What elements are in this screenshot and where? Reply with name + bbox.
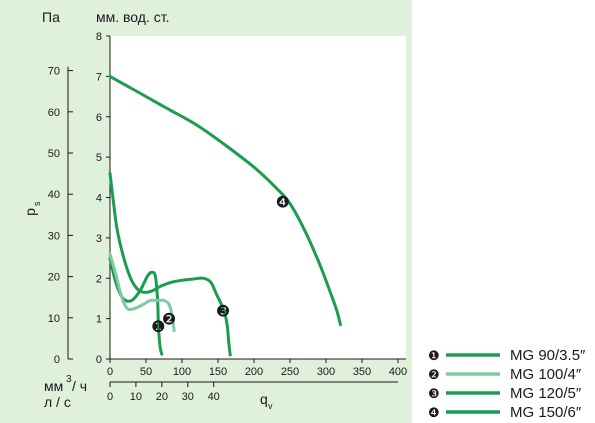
y-pa-tick-label-60: 60 bbox=[48, 107, 60, 119]
series-marker-4: ❹ bbox=[276, 195, 290, 212]
x-units-ls: л / с bbox=[44, 394, 71, 410]
x-m3h-tick-label-350: 350 bbox=[353, 366, 371, 378]
y-mm-tick-label-2: 2 bbox=[96, 273, 102, 285]
x-m3h-tick-label-250: 250 bbox=[281, 366, 299, 378]
y-mm-tick-label-3: 3 bbox=[96, 233, 102, 245]
series-marker-1: ❶ bbox=[151, 319, 165, 336]
legend-marker-1: ❶ bbox=[428, 348, 440, 363]
series-line-4 bbox=[108, 74, 342, 327]
series-line-3 bbox=[108, 171, 232, 357]
legend-label-3: MG 120/5″ bbox=[510, 385, 582, 402]
y-mm-tick-label-0: 0 bbox=[96, 354, 102, 366]
legend-label-4: MG 150/6″ bbox=[510, 404, 582, 421]
x-m3h-tick-label-50: 50 bbox=[140, 366, 152, 378]
x-ls-tick-label-10: 10 bbox=[130, 391, 142, 403]
x-ls-tick-label-20: 20 bbox=[156, 391, 168, 403]
x-ls-tick-label-30: 30 bbox=[182, 391, 194, 403]
axis-labels: Па мм. вод. ст. p s q v мм 3 / ч л / с bbox=[22, 9, 273, 411]
series-layer: ❶❷ ❸ ❹ bbox=[108, 74, 342, 357]
y-pa-tick-label-30: 30 bbox=[48, 230, 60, 242]
x-ls-tick-label-40: 40 bbox=[208, 391, 220, 403]
series-marker-2: ❷ bbox=[162, 312, 176, 329]
y-mm-tick-label-4: 4 bbox=[96, 193, 102, 205]
x-m3h-tick-label-200: 200 bbox=[245, 366, 263, 378]
plot-area bbox=[110, 36, 406, 359]
y-mm-tick-label-5: 5 bbox=[96, 152, 102, 164]
y-axis-sub: s bbox=[32, 201, 42, 206]
legend-label-2: MG 100/4″ bbox=[510, 366, 582, 383]
x-units-m3h-base: мм bbox=[44, 378, 63, 394]
y-mm-tick-label-7: 7 bbox=[96, 71, 102, 83]
x-m3h-tick-label-400: 400 bbox=[389, 366, 407, 378]
legend-marker-2: ❷ bbox=[428, 367, 440, 382]
legend-label-1: MG 90/3.5″ bbox=[510, 347, 586, 364]
legend-marker-3: ❸ bbox=[428, 386, 440, 401]
y-pa-tick-label-40: 40 bbox=[48, 189, 60, 201]
y-mm-tick-label-1: 1 bbox=[96, 314, 102, 326]
x-ls-tick-label-0: 0 bbox=[107, 391, 113, 403]
y-pa-tick-label-20: 20 bbox=[48, 272, 60, 284]
x-m3h-tick-label-0: 0 bbox=[107, 366, 113, 378]
y-mm-tick-label-8: 8 bbox=[96, 31, 102, 43]
x-m3h-tick-label-100: 100 bbox=[173, 366, 191, 378]
x-axis-letter: q bbox=[260, 391, 268, 407]
y-pa-tick-label-0: 0 bbox=[54, 354, 60, 366]
x-m3h-tick-label-300: 300 bbox=[317, 366, 335, 378]
x-axis-sub: v bbox=[268, 401, 273, 411]
x-units-m3h-tail: / ч bbox=[72, 378, 87, 394]
legend: ❶ MG 90/3.5″ ❷ MG 100/4″ ❸ MG 120/5″ ❹ MG 150/6… bbox=[428, 347, 586, 421]
y-units-mm: мм. вод. ст. bbox=[96, 9, 170, 25]
legend-marker-4: ❹ bbox=[428, 405, 440, 420]
y-axis-letter: p bbox=[22, 208, 38, 216]
series-line-2 bbox=[108, 252, 176, 333]
x-m3h-tick-label-150: 150 bbox=[209, 366, 227, 378]
x-units-m3h-sup: 3 bbox=[66, 374, 72, 385]
y-pa-tick-label-70: 70 bbox=[48, 66, 60, 78]
series-marker-3: ❸ bbox=[216, 304, 230, 321]
y-units-pa: Па bbox=[42, 9, 60, 25]
y-axis-title: p s bbox=[22, 201, 42, 216]
y-pa-tick-label-10: 10 bbox=[48, 313, 60, 325]
y-pa-tick-label-50: 50 bbox=[48, 148, 60, 160]
y-mm-tick-label-6: 6 bbox=[96, 112, 102, 124]
